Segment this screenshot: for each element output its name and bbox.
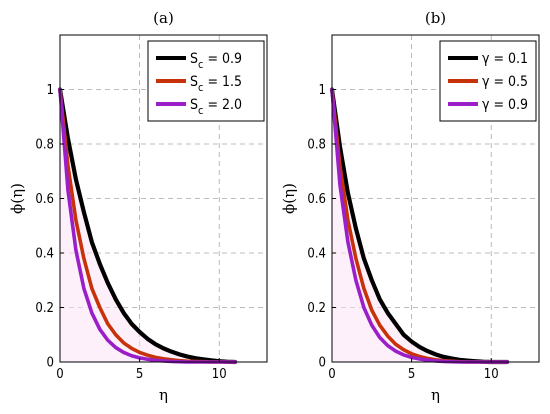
- chart-title: (a): [153, 9, 174, 27]
- y-tick-label: 0.2: [307, 301, 326, 316]
- y-tick-label: 0.2: [35, 301, 54, 316]
- series-line-1: [57, 87, 238, 365]
- legend-label-1: Sc = 0.9: [190, 51, 242, 71]
- y-tick-label: 0.6: [35, 192, 54, 207]
- curve-shading: [60, 89, 236, 362]
- x-axis-label: η: [431, 386, 440, 404]
- legend: γ = 0.1 γ = 0.5 γ = 0.9: [439, 40, 537, 122]
- y-tick-label: 0.8: [307, 138, 326, 153]
- y-tick-label: 1: [319, 83, 326, 98]
- legend-label-2: Sc = 1.5: [190, 74, 242, 94]
- legend-label-2: γ = 0.5: [482, 74, 528, 90]
- x-tick-label: 10: [484, 367, 499, 382]
- x-tick-label: 10: [212, 367, 227, 382]
- curve-shading: [332, 89, 508, 362]
- y-tick-label: 0: [319, 356, 326, 371]
- y-tick-label: 0: [47, 356, 54, 371]
- x-tick-label: 0: [328, 367, 335, 382]
- x-tick-label: 5: [136, 367, 143, 382]
- y-axis-label: ϕ(η): [8, 183, 26, 214]
- legend-label-3: Sc = 2.0: [190, 97, 242, 117]
- x-tick-label: 5: [408, 367, 415, 382]
- legend-label-3: γ = 0.9: [482, 97, 528, 113]
- chart-panel-b: 0 5 10 0 0.2 0.4 0.6 0.8 1 (b) η ϕ(η) γ = 0.1 γ = 0.5…: [280, 9, 540, 404]
- x-tick-label: 0: [56, 367, 63, 382]
- y-axis-label: ϕ(η): [280, 183, 298, 214]
- y-tick-label: 1: [47, 83, 54, 98]
- y-tick-label: 0.4: [307, 247, 326, 262]
- chart-panel-a: 0 5 10 0 0.2 0.4 0.6 0.8 1 (a) η ϕ(η) Sc = 0.9 Sc = 1…: [8, 9, 268, 404]
- legend-label-1: γ = 0.1: [482, 51, 528, 67]
- x-axis-label: η: [159, 386, 168, 404]
- y-tick-label: 0.8: [35, 138, 54, 153]
- y-tick-label: 0.6: [307, 192, 326, 207]
- legend: Sc = 0.9 Sc = 1.5 Sc = 2.0: [147, 40, 265, 122]
- y-tick-label: 0.4: [35, 247, 54, 262]
- chart-title: (b): [425, 9, 446, 27]
